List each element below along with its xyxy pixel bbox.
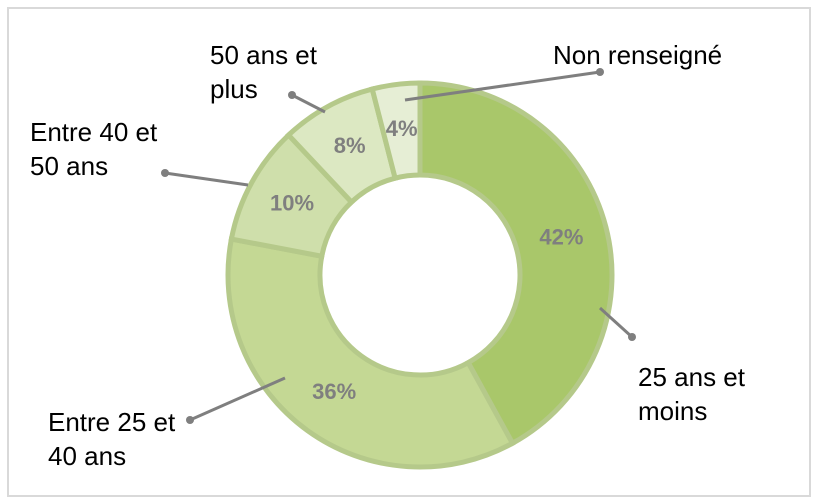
leader-line	[598, 306, 634, 339]
data-label: 36%	[312, 379, 356, 404]
chart-frame	[7, 7, 811, 497]
leader-dot	[186, 416, 194, 424]
leader-dot	[596, 68, 604, 76]
data-label: 4%	[386, 116, 418, 141]
category-label: 50 ans et plus	[210, 40, 317, 104]
donut-segment	[225, 236, 516, 470]
leader-line	[404, 70, 601, 102]
leader-dot	[628, 333, 636, 341]
data-label: 42%	[539, 225, 583, 250]
donut-segment	[369, 80, 423, 182]
leader-line	[164, 171, 249, 187]
donut-segment	[417, 80, 615, 447]
category-label: Entre 25 et 40 ans	[48, 407, 176, 471]
leader-dot	[288, 91, 296, 99]
leader-dot	[161, 169, 169, 177]
category-label: Non renseigné	[553, 40, 723, 70]
leader-line	[291, 93, 326, 114]
category-label: 25 ans et moins	[638, 362, 745, 426]
data-label: 10%	[270, 190, 314, 215]
leader-line	[189, 376, 286, 422]
category-label: Entre 40 et 50 ans	[30, 117, 158, 181]
data-label: 8%	[334, 133, 366, 158]
